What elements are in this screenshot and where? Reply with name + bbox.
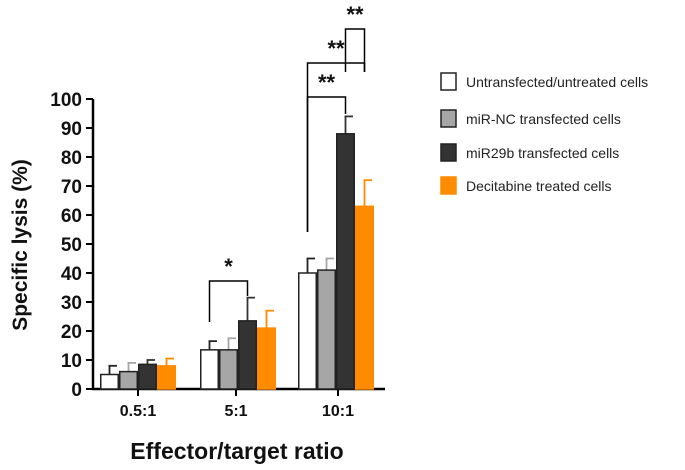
y-tick-label: 90 bbox=[61, 119, 82, 140]
legend-label: miR29b transfected cells bbox=[466, 145, 619, 161]
y-tick-label: 30 bbox=[61, 293, 82, 314]
bar bbox=[257, 327, 276, 390]
bar bbox=[119, 370, 138, 390]
legend-label: Decitabine treated cells bbox=[466, 178, 612, 194]
x-axis-label: Effector/target ratio bbox=[130, 438, 343, 464]
axes: 0 10 20 30 40 50 60 70 80 90 100 0.5:1 5:1 10:1 bbox=[50, 90, 385, 420]
legend-label: Untransfected/untreated cells bbox=[466, 74, 648, 90]
bar bbox=[355, 205, 374, 390]
y-tick-label: 70 bbox=[61, 177, 82, 198]
y-tick-label: 10 bbox=[61, 351, 82, 372]
x-tick-label: 10:1 bbox=[322, 403, 354, 420]
significance-label: ** bbox=[327, 36, 345, 61]
y-tick-label: 0 bbox=[71, 380, 82, 401]
y-tick-label: 60 bbox=[61, 206, 82, 227]
bar bbox=[157, 365, 176, 390]
significance-label: * bbox=[224, 254, 233, 279]
significance-label: ** bbox=[318, 70, 336, 95]
x-tick-label: 5:1 bbox=[224, 403, 247, 420]
legend-label: miR-NC transfected cells bbox=[466, 111, 621, 127]
bar bbox=[200, 349, 219, 390]
significance-bracket bbox=[208, 280, 249, 322]
bar bbox=[238, 320, 257, 390]
significance-bracket bbox=[344, 28, 366, 72]
bar bbox=[100, 373, 119, 390]
significance-label: ** bbox=[346, 2, 364, 27]
y-axis-label: Specific lysis (%) bbox=[9, 159, 32, 331]
y-tick-label: 80 bbox=[61, 148, 82, 169]
bar bbox=[298, 272, 317, 390]
y-tick-label: 20 bbox=[61, 322, 82, 343]
bar bbox=[138, 363, 157, 390]
legend-swatch bbox=[440, 109, 457, 128]
legend-swatch bbox=[440, 72, 457, 91]
bars bbox=[100, 115, 374, 390]
legend-swatch bbox=[440, 143, 457, 162]
y-tick-label: 50 bbox=[61, 235, 82, 256]
bar bbox=[219, 349, 238, 390]
y-tick-label: 40 bbox=[61, 264, 82, 285]
y-tick-label: 100 bbox=[50, 90, 82, 111]
significance-brackets: ******* bbox=[208, 2, 366, 322]
legend-swatch bbox=[440, 176, 457, 195]
legend: Untransfected/untreated cells miR-NC tran… bbox=[440, 72, 648, 195]
bar bbox=[317, 269, 336, 390]
x-tick-label: 0.5:1 bbox=[120, 403, 157, 420]
bar bbox=[336, 133, 355, 390]
